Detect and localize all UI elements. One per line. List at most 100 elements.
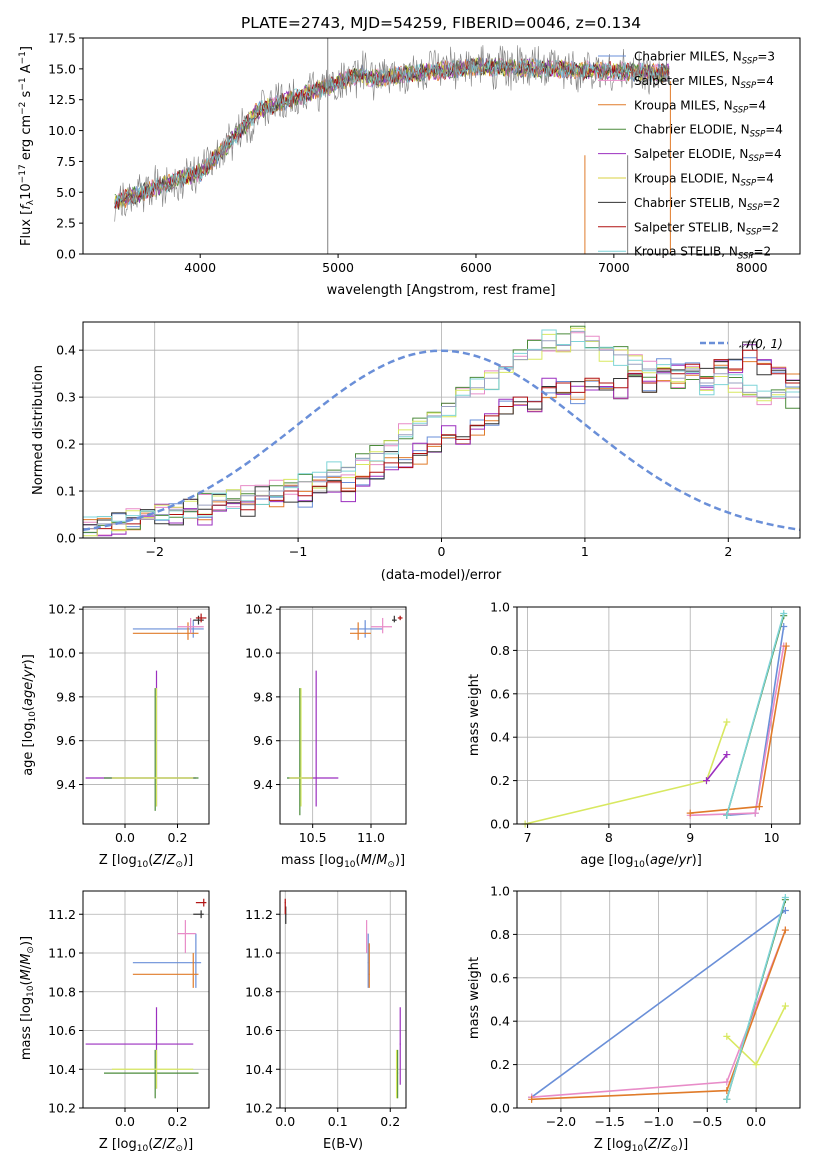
- age-z-xlabel: Z [log10(Z/Z⊙)]: [99, 853, 193, 870]
- y-tick-label: 0.4: [490, 730, 510, 745]
- y-tick-label: 0.4: [490, 1014, 510, 1029]
- x-tick-label: 10.5: [299, 830, 327, 845]
- y-tick-label: 10.2: [48, 602, 76, 617]
- x-tick-label: −1.0: [643, 1114, 673, 1129]
- y-tick-label: 9.4: [253, 777, 273, 792]
- x-tick-label: 7: [524, 830, 532, 845]
- x-tick-label: 5000: [322, 260, 354, 275]
- y-tick-label: 10.2: [245, 602, 273, 617]
- normal-legend-label: 𝒩(0, 1): [739, 337, 783, 351]
- legend-label: Chabrier STELIB, NSSP=2: [634, 196, 780, 213]
- weight-marker: [752, 1061, 760, 1069]
- histogram-frame: [82, 321, 801, 539]
- weight-marker: [780, 610, 788, 618]
- spectrum-frame: [82, 37, 801, 255]
- weight-marker: [781, 1002, 789, 1010]
- y-tick-label: 10.8: [48, 984, 76, 999]
- y-tick-label: 0.3: [56, 390, 76, 405]
- weight-line: [690, 645, 785, 817]
- age-z-ylabel: age [log10(age/yr)]: [21, 654, 38, 776]
- weight-marker: [686, 809, 694, 817]
- x-tick-label: 6000: [460, 260, 492, 275]
- y-tick-label: 0.2: [490, 773, 510, 788]
- spectrum-xlabel: wavelength [Angstrom, rest frame]: [327, 283, 556, 298]
- weight-line: [726, 897, 787, 1100]
- y-tick-label: 11.0: [245, 946, 273, 961]
- y-tick-label: 10.4: [48, 1062, 76, 1077]
- y-tick-label: 11.2: [245, 907, 273, 922]
- y-tick-label: 11.2: [48, 907, 76, 922]
- weight-age-xlabel: age [log10(age/yr)]: [580, 853, 702, 870]
- age-mass-panel: 10.5 11.0 9.4 9.6 9.8 10.0 10.2 mass [log10(M/…: [245, 602, 407, 870]
- y-tick-label: 0.0: [490, 817, 510, 832]
- axes-frame: [82, 890, 210, 1109]
- x-tick-label: 0.0: [746, 1114, 766, 1129]
- weight-marker: [755, 803, 763, 811]
- weight-age-panel: 7 8 9 10 0.0 0.2 0.4 0.6 0.8 1.0 age [log10(age/y…: [467, 600, 801, 870]
- legend-label: Chabrier ELODIE, NSSP=4: [634, 123, 783, 140]
- weight-marker: [723, 1095, 731, 1103]
- x-tick-label: 9: [686, 830, 694, 845]
- y-tick-label: 0.4: [56, 343, 76, 358]
- weight-marker: [723, 718, 731, 726]
- spectrum-panel: PLATE=2743, MJD=54259, FIBERID=0046, z=0…: [18, 14, 801, 298]
- mass-ebv-xlabel: E(B-V): [323, 1137, 363, 1152]
- y-tick-label: 2.5: [56, 216, 76, 231]
- x-tick-label: 0.0: [115, 1114, 135, 1129]
- y-tick-label: 9.6: [253, 733, 273, 748]
- data-spectrum-line: [114, 45, 670, 222]
- legend-label: Kroupa STELIB, NSSP=2: [634, 245, 771, 262]
- y-tick-label: 7.5: [56, 154, 76, 169]
- weight-z-ylabel: mass weight: [467, 957, 482, 1039]
- age-z-panel: 0.0 0.29.49.69.810.010.2 Z [log10(Z/Z⊙)] …: [21, 602, 210, 870]
- x-tick-label: 4000: [184, 260, 216, 275]
- y-tick-label: 17.5: [48, 31, 76, 46]
- mass-ebv-panel: 0.0 0.1 0.2 10.2 10.4 10.6 10.8 11.0 11.2 E(B-V): [245, 890, 407, 1152]
- y-tick-label: 10.8: [245, 984, 273, 999]
- histogram-step: [83, 330, 800, 530]
- x-tick-label: 0.1: [328, 1114, 348, 1129]
- y-tick-label: 0.8: [490, 643, 510, 658]
- y-tick-label: 10.0: [245, 646, 273, 661]
- y-tick-label: 9.4: [56, 777, 76, 792]
- weight-line: [726, 613, 785, 816]
- x-tick-label: −1.5: [595, 1114, 625, 1129]
- weight-marker: [751, 809, 759, 817]
- x-tick-label: −1: [289, 544, 307, 559]
- x-tick-label: 11.0: [357, 830, 385, 845]
- spectrum-ylabel: Flux [fλ10−17 erg cm−2 s−1 A−1]: [18, 46, 36, 246]
- y-tick-label: 12.5: [48, 92, 76, 107]
- x-tick-label: 0.2: [380, 1114, 400, 1129]
- weight-line: [531, 909, 786, 1098]
- spectrum-legend: Chabrier MILES, NSSP=3 Salpeter MILES, NS…: [598, 50, 783, 262]
- histogram-xlabel: (data-model)/error: [381, 568, 502, 583]
- weight-marker: [782, 642, 790, 650]
- y-tick-label: 1.0: [490, 600, 510, 615]
- y-tick-label: 1.0: [490, 884, 510, 899]
- mass-z-panel: 0.0 0.2 10.2 10.4 10.6 10.8 11.0 11.2 Z [log10(…: [19, 890, 210, 1154]
- y-tick-label: 0.2: [56, 437, 76, 452]
- x-tick-label: 7000: [598, 260, 630, 275]
- legend-label: Salpeter ELODIE, NSSP=4: [634, 147, 782, 164]
- y-tick-label: 0.0: [56, 531, 76, 546]
- x-tick-label: 0.0: [115, 830, 135, 845]
- x-tick-label: 10: [764, 830, 780, 845]
- model-line: [114, 58, 670, 207]
- axes-frame: [516, 606, 801, 825]
- legend-label: Chabrier MILES, NSSP=3: [634, 50, 775, 67]
- x-tick-label: −2: [145, 544, 163, 559]
- legend-label: Salpeter MILES, NSSP=4: [634, 74, 774, 91]
- y-tick-label: 15.0: [48, 61, 76, 76]
- x-tick-label: 1: [581, 544, 589, 559]
- y-tick-label: 10.6: [48, 1023, 76, 1038]
- mass-z-ylabel: mass [log10(M/M⊙)]: [19, 936, 36, 1060]
- y-tick-label: 10.0: [48, 123, 76, 138]
- axes-frame: [279, 890, 407, 1109]
- x-tick-label: −0.5: [692, 1114, 722, 1129]
- weight-z-xlabel: Z [log10(Z/Z⊙)]: [594, 1137, 688, 1154]
- weight-marker: [528, 1095, 536, 1103]
- legend-label: Salpeter STELIB, NSSP=2: [634, 220, 779, 237]
- y-tick-label: 9.6: [56, 733, 76, 748]
- spectrum-title: PLATE=2743, MJD=54259, FIBERID=0046, z=0…: [241, 14, 641, 32]
